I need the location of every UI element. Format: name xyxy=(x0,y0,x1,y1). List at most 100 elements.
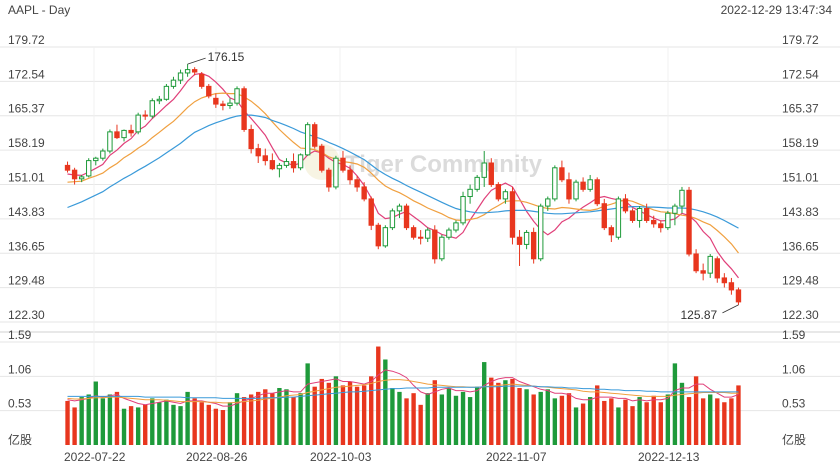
volume-bar[interactable] xyxy=(100,398,106,445)
volume-bar[interactable] xyxy=(361,385,367,445)
volume-bar[interactable] xyxy=(722,402,727,445)
candle[interactable] xyxy=(559,160,565,183)
volume-bar[interactable] xyxy=(305,363,310,445)
candle[interactable] xyxy=(319,143,325,173)
volume-bar[interactable] xyxy=(715,398,720,445)
volume-bar[interactable] xyxy=(545,389,550,445)
volume-bar[interactable] xyxy=(234,393,240,445)
candle[interactable] xyxy=(516,230,523,266)
candle[interactable] xyxy=(368,196,374,231)
volume-bar[interactable] xyxy=(284,389,289,445)
volume-bar[interactable] xyxy=(616,407,621,445)
volume-bar[interactable] xyxy=(298,393,303,445)
volume-bar[interactable] xyxy=(376,346,381,445)
candle[interactable] xyxy=(93,156,99,166)
volume-bar[interactable] xyxy=(248,394,254,445)
candle[interactable] xyxy=(403,203,410,231)
candle[interactable] xyxy=(184,64,191,77)
volume-bar[interactable] xyxy=(467,397,473,445)
candle[interactable] xyxy=(573,179,579,202)
candle[interactable] xyxy=(213,93,219,108)
candle[interactable] xyxy=(86,158,92,178)
volume-bar[interactable] xyxy=(128,406,134,445)
volume-bar[interactable] xyxy=(693,376,699,445)
candle[interactable] xyxy=(658,220,664,233)
candle[interactable] xyxy=(389,208,396,231)
candle[interactable] xyxy=(545,196,551,211)
candle[interactable] xyxy=(495,182,502,202)
volume-bar[interactable] xyxy=(630,406,635,445)
volume-bar[interactable] xyxy=(686,397,692,445)
volume-bar[interactable] xyxy=(573,407,579,445)
candle[interactable] xyxy=(488,158,494,187)
volume-bar[interactable] xyxy=(291,397,296,445)
volume-bar[interactable] xyxy=(679,382,685,445)
volume-bar[interactable] xyxy=(482,362,487,445)
candle[interactable] xyxy=(594,177,600,207)
volume-bar[interactable] xyxy=(411,393,416,445)
candle[interactable] xyxy=(474,174,480,192)
candle[interactable] xyxy=(580,177,586,192)
volume-bar[interactable] xyxy=(397,391,402,445)
candle[interactable] xyxy=(78,174,85,183)
volume-bar[interactable] xyxy=(192,398,197,445)
volume-bar[interactable] xyxy=(270,393,275,445)
candle[interactable] xyxy=(672,203,678,226)
volume-bar[interactable] xyxy=(390,387,395,445)
volume-bar[interactable] xyxy=(524,389,529,445)
candle[interactable] xyxy=(502,189,509,204)
candle[interactable] xyxy=(128,124,134,137)
volume-bar[interactable] xyxy=(503,380,508,445)
volume-bar[interactable] xyxy=(489,377,494,445)
volume-bar[interactable] xyxy=(319,378,324,445)
candle[interactable] xyxy=(707,253,713,278)
volume-bar[interactable] xyxy=(552,398,558,445)
candle[interactable] xyxy=(417,230,424,245)
candle[interactable] xyxy=(467,184,473,204)
volume-bar[interactable] xyxy=(609,398,614,445)
volume-bar[interactable] xyxy=(672,363,678,445)
candle[interactable] xyxy=(460,191,466,226)
volume-bar[interactable] xyxy=(333,376,339,445)
candle[interactable] xyxy=(453,220,459,233)
volume-bar[interactable] xyxy=(517,387,522,445)
volume-bar[interactable] xyxy=(326,382,332,445)
volume-bar[interactable] xyxy=(418,404,423,445)
candle[interactable] xyxy=(107,129,113,154)
volume-bar[interactable] xyxy=(150,398,155,445)
volume-bar[interactable] xyxy=(143,404,148,445)
volume-bar[interactable] xyxy=(312,386,317,445)
candle[interactable] xyxy=(326,167,332,192)
volume-bar[interactable] xyxy=(72,407,77,445)
volume-bar[interactable] xyxy=(157,402,162,445)
candle[interactable] xyxy=(149,98,155,119)
volume-bar[interactable] xyxy=(510,378,515,445)
volume-bar[interactable] xyxy=(559,395,565,445)
volume-bar[interactable] xyxy=(644,402,649,445)
volume-bar[interactable] xyxy=(736,385,741,445)
candle[interactable] xyxy=(312,122,318,149)
volume-bar[interactable] xyxy=(623,399,628,445)
candle[interactable] xyxy=(481,151,487,187)
volume-bar[interactable] xyxy=(227,402,233,445)
volume-bar[interactable] xyxy=(263,389,268,445)
volume-bar[interactable] xyxy=(651,395,656,445)
volume-bar[interactable] xyxy=(164,399,169,445)
volume-bar[interactable] xyxy=(107,394,113,445)
candle[interactable] xyxy=(566,172,572,204)
candle[interactable] xyxy=(290,153,297,173)
volume-bar[interactable] xyxy=(114,391,120,445)
volume-bar[interactable] xyxy=(700,398,706,445)
candle[interactable] xyxy=(248,124,254,154)
candle[interactable] xyxy=(728,277,735,295)
candle[interactable] xyxy=(375,222,381,250)
volume-bar[interactable] xyxy=(637,397,642,445)
candle[interactable] xyxy=(269,153,276,171)
candle[interactable] xyxy=(340,151,346,173)
candle[interactable] xyxy=(446,227,452,240)
volume-bar[interactable] xyxy=(340,385,346,445)
candle[interactable] xyxy=(206,83,212,99)
volume-bar[interactable] xyxy=(383,359,388,445)
candle[interactable] xyxy=(665,210,671,231)
